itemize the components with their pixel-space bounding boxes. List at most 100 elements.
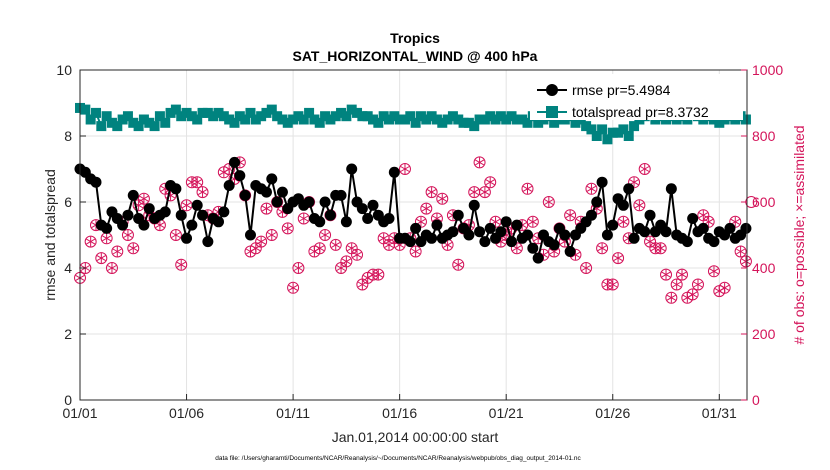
totalspread-point: [101, 111, 112, 122]
totalspread-point: [421, 114, 432, 125]
totalspread-point: [117, 114, 128, 125]
totalspread-point: [533, 117, 544, 128]
totalspread-point: [218, 111, 229, 122]
totalspread-point: [549, 117, 560, 128]
obs-assimilated-marker: [608, 279, 618, 290]
rmse-point: [564, 246, 576, 257]
totalspread-point: [362, 111, 373, 122]
obs-assimilated-stroke: [331, 241, 341, 248]
totalspread-point: [293, 111, 304, 122]
totalspread-point: [85, 114, 96, 125]
obs-assimilated-marker: [293, 263, 304, 273]
obs-assimilated-stroke: [421, 205, 431, 212]
obs-assimilated-marker: [490, 216, 501, 227]
totalspread-point: [437, 117, 448, 128]
right-tick-label: 0: [752, 392, 760, 408]
obs-assimilated-stroke: [586, 185, 597, 192]
totalspread-point: [581, 121, 592, 132]
rmse-point: [260, 186, 272, 198]
totalspread-point: [277, 114, 288, 125]
obs-assimilated-marker: [320, 230, 330, 240]
obs-assimilated-stroke: [197, 189, 208, 196]
rmse-point: [324, 209, 336, 221]
obs-possible-marker: [473, 156, 486, 169]
totalspread-point: [314, 117, 325, 128]
rmse-point: [506, 236, 518, 248]
rmse-point: [585, 209, 597, 221]
obs-assimilated-marker: [315, 243, 325, 254]
obs-assimilated-marker: [613, 253, 623, 264]
rmse-point: [276, 186, 288, 198]
totalspread-point: [202, 107, 213, 118]
rmse-point: [660, 226, 672, 238]
obs-assimilated-stroke: [656, 245, 666, 252]
obs-possible-marker: [255, 235, 268, 248]
obs-assimilated-stroke: [608, 281, 618, 288]
rmse-point: [175, 209, 187, 221]
obs-possible-marker: [739, 255, 752, 268]
left-tick-label: 2: [64, 326, 72, 342]
obs-possible-marker: [409, 245, 422, 258]
obs-assimilated-stroke: [437, 195, 447, 202]
obs-possible-marker: [281, 222, 294, 235]
rmse-point: [138, 219, 150, 231]
obs-assimilated-stroke: [411, 248, 421, 255]
obs-assimilated-stroke: [512, 245, 522, 252]
obs-assimilated-marker: [256, 236, 266, 247]
rmse-point: [388, 166, 400, 178]
rmse-point: [122, 209, 134, 221]
obs-assimilated-stroke: [544, 199, 554, 205]
totalspread-point: [197, 107, 208, 118]
obs-possible-marker: [84, 235, 97, 248]
obs-assimilated-marker: [352, 249, 362, 260]
totalspread-point: [234, 111, 245, 122]
rmse-point: [724, 222, 736, 234]
obs-possible-marker: [478, 186, 491, 199]
totalspread-point: [474, 114, 485, 125]
obs-assimilated-stroke: [251, 245, 261, 252]
obs-assimilated-stroke: [496, 238, 506, 245]
totalspread-point: [394, 114, 405, 125]
totalspread-point: [213, 107, 224, 118]
obs-possible-marker: [175, 258, 188, 271]
obs-assimilated-marker: [102, 233, 112, 244]
totalspread-point: [373, 117, 384, 128]
obs-assimilated-marker: [512, 243, 522, 254]
obs-assimilated-marker: [618, 216, 628, 227]
rmse-point: [271, 196, 283, 208]
rmse-point: [303, 196, 315, 208]
obs-assimilated-marker: [181, 200, 192, 211]
obs-assimilated-marker: [597, 243, 607, 254]
rmse-point: [159, 206, 171, 218]
rmse-point: [617, 199, 629, 211]
rmse-point: [452, 209, 464, 221]
obs-assimilated-marker: [661, 269, 671, 280]
totalspread-point: [245, 107, 256, 118]
totalspread-point: [629, 121, 640, 132]
obs-assimilated-stroke: [379, 235, 389, 242]
obs-assimilated-stroke: [485, 179, 495, 186]
obs-assimilated-marker: [741, 256, 751, 267]
totalspread-point: [80, 104, 91, 115]
obs-assimilated-stroke: [293, 265, 304, 271]
rmse-point: [383, 213, 395, 224]
obs-assimilated-marker: [267, 230, 277, 240]
rmse-point: [127, 189, 139, 201]
legend: rmse pr=5.4984 totalspread pr=8.3732: [530, 74, 743, 120]
obs-assimilated-stroke: [224, 166, 234, 172]
rmse-point: [218, 206, 230, 218]
obs-assimilated-stroke: [256, 238, 266, 245]
legend-rmse-marker: [546, 84, 558, 96]
totalspread-point: [501, 114, 512, 125]
obs-assimilated-stroke: [736, 248, 746, 255]
totalspread-point: [106, 117, 117, 128]
rmse-point: [186, 219, 198, 231]
obs-possible-marker: [734, 245, 747, 258]
rmse-point: [623, 183, 635, 195]
obs-assimilated-marker: [331, 239, 341, 250]
x-axis-label: Jan.01,2014 00:00:00 start: [332, 429, 499, 445]
obs-assimilated-marker: [474, 157, 485, 168]
totalspread-point: [591, 131, 602, 141]
obs-assimilated-marker: [107, 263, 117, 273]
obs-assimilated-stroke: [341, 258, 351, 265]
